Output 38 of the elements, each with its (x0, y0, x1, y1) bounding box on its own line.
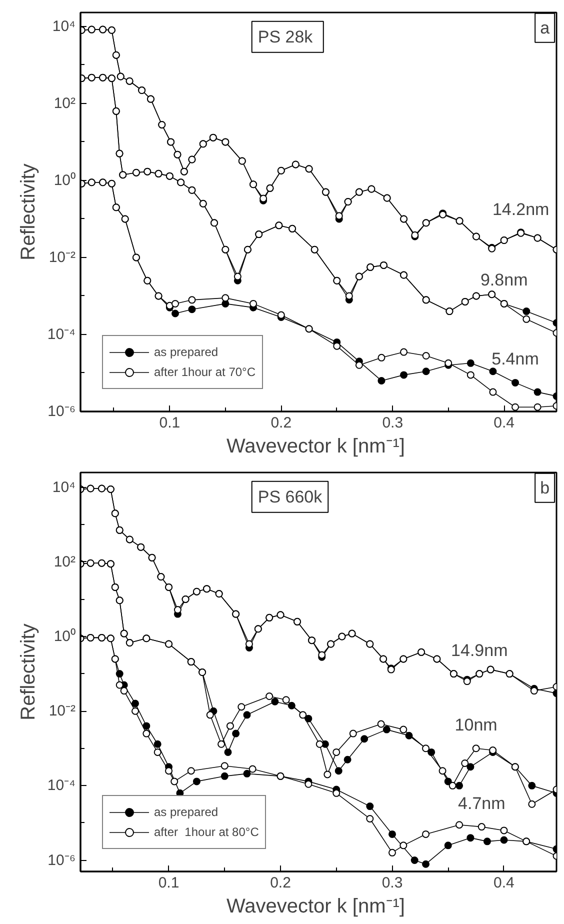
y-tick-label: 10⁰ (54, 628, 76, 646)
x-tick-label: 0.1 (158, 874, 180, 892)
x-axis-title: Wavevector k [nm⁻¹] (226, 436, 405, 458)
y-tick-label: 10⁴ (52, 478, 76, 496)
legend-label: as prepared (154, 345, 218, 359)
annotation: 5.4nm (492, 350, 539, 369)
y-tick-label: 10² (54, 94, 76, 112)
x-tick-label: 0.3 (382, 414, 404, 432)
x-tick-label: 0.4 (494, 874, 514, 892)
annotation: 9.8nm (480, 270, 528, 290)
y-tick-label: 10⁻⁶ (48, 403, 76, 420)
legend-label: as prepared (154, 805, 218, 819)
chart-title: b (540, 478, 550, 498)
y-axis-title: Reflectivity (17, 624, 40, 720)
legend-label: after 1hour at 80°C (154, 825, 259, 839)
legend-label: after 1hour at 70°C (154, 365, 256, 379)
y-tick-label: 10⁰ (54, 172, 76, 189)
x-tick-label: 0.3 (382, 874, 403, 892)
annotation: 14.9nm (451, 640, 508, 660)
x-axis-title: Wavevector k [nm⁻¹] (226, 896, 405, 918)
x-tick-label: 0.2 (270, 874, 291, 892)
x-tick-label: 0.4 (494, 414, 515, 432)
y-tick-label: 10⁴ (52, 18, 76, 35)
annotation: 4.7nm (458, 794, 506, 813)
y-tick-label: 10⁻⁶ (48, 852, 76, 869)
y-tick-label: 10⁻² (48, 702, 76, 720)
y-axis-title: Reflectivity (17, 164, 40, 260)
y-tick-label: 10⁻⁴ (47, 326, 76, 343)
annotation: 10nm (454, 715, 498, 734)
x-tick-label: 0.2 (270, 414, 292, 432)
y-tick-label: 10⁻⁴ (47, 777, 76, 794)
y-tick-label: 10² (54, 553, 76, 570)
text: PS 28k (258, 27, 314, 46)
y-tick-label: 10⁻² (48, 248, 76, 266)
chart-title: a (540, 18, 550, 38)
text: PS 660k (258, 487, 323, 506)
annotation: 14.2nm (492, 200, 550, 220)
x-tick-label: 0.1 (159, 414, 180, 432)
